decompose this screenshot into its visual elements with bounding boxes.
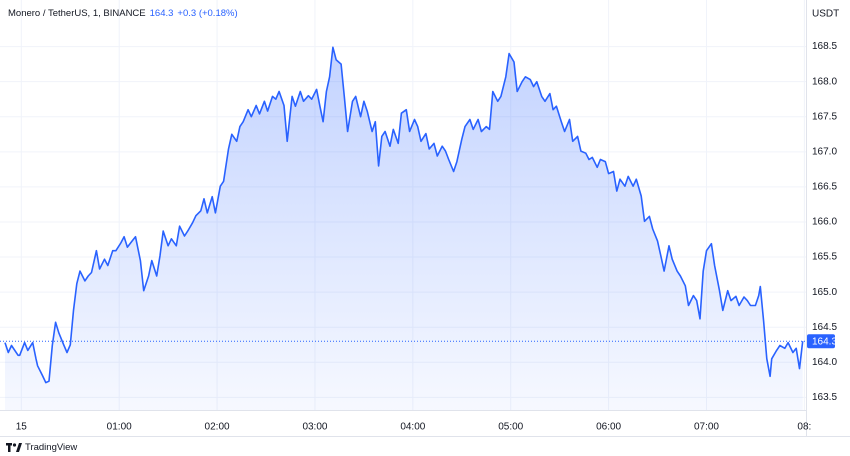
price-line [4,46,804,384]
y-tick-label: 168.0 [812,76,837,87]
y-tick-label: 166.0 [812,217,837,228]
y-tick-label: 166.5 [812,182,837,193]
symbol-title: Monero / TetherUS, 1, BINANCE [8,8,146,19]
brand[interactable]: TradingView [6,442,77,453]
y-tick-label: 167.0 [812,146,837,157]
y-tick-label: 165.5 [812,252,837,263]
x-tick-label: 05:00 [498,422,523,433]
last-price: 164.3 [149,8,174,19]
x-tick-label: 07:00 [694,422,719,433]
x-tick-label: 01:00 [107,422,132,433]
brand-logo [6,443,22,452]
y-tick-label: 163.5 [812,392,837,403]
x-tick-label: 02:00 [205,422,230,433]
x-tick-label: 15 [16,422,28,433]
y-tick-label: 164.5 [812,322,837,333]
y-tick-label: 165.0 [812,287,837,298]
x-tick-label: 03:00 [302,422,327,433]
y-axis-unit: USDT [812,9,839,20]
brand-name: TradingView [25,442,78,453]
price-change: +0.3 (+0.18%) [177,8,238,19]
last-price-label: 164.3 [812,336,837,347]
x-tick-label: 04:00 [400,422,425,433]
area-fill [5,47,803,411]
y-tick-label: 167.5 [812,111,837,122]
legend: Monero / TetherUS, 1, BINANCE 164.3 +0.3 (… [8,8,238,19]
y-tick-label: 168.5 [812,41,837,52]
x-tick-label: 06:00 [596,422,621,433]
x-tick-label: 08: [797,422,811,433]
last-price-badge [807,334,835,349]
y-tick-label: 164.0 [812,357,837,368]
